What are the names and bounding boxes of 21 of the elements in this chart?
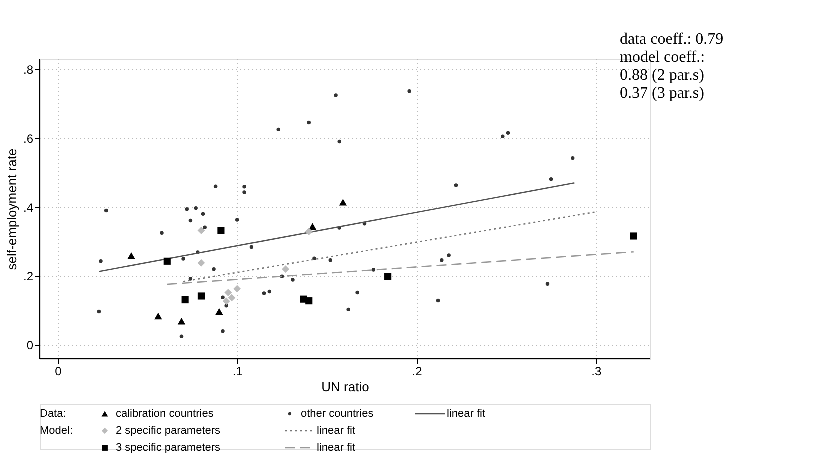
y-tick-label: .8: [23, 62, 34, 77]
x-tick-label: 0: [55, 364, 62, 378]
x-tick-label: .3: [592, 364, 602, 378]
legend-label: linear fit: [317, 442, 356, 454]
text: Model:: [40, 425, 74, 437]
y-tick-label: .4: [23, 200, 34, 215]
legend-label: linear fit: [447, 408, 486, 420]
x-tick-label: .1: [232, 364, 244, 378]
legend-label: 3 specific parameters: [116, 442, 222, 454]
y-tick-label: .2: [23, 270, 34, 284]
y-axis-title: self-employment rate: [4, 148, 20, 270]
legend-label: other countries: [301, 408, 374, 420]
x-tick-label: .2: [412, 364, 423, 378]
annotation: data coeff.: 0.79 model coeff.: 0.88 (2 par.s) 0.37 (3 par.s): [620, 31, 724, 102]
x-axis-title: UN ratio: [322, 380, 370, 394]
legend-label: calibration countries: [116, 408, 214, 420]
legend-label: 2 specific parameters: [116, 425, 222, 437]
text: Data:: [40, 408, 66, 420]
y-tick-label: .6: [23, 132, 34, 146]
y-tick-label: 0: [26, 338, 34, 353]
legend-label: linear fit: [317, 425, 356, 437]
